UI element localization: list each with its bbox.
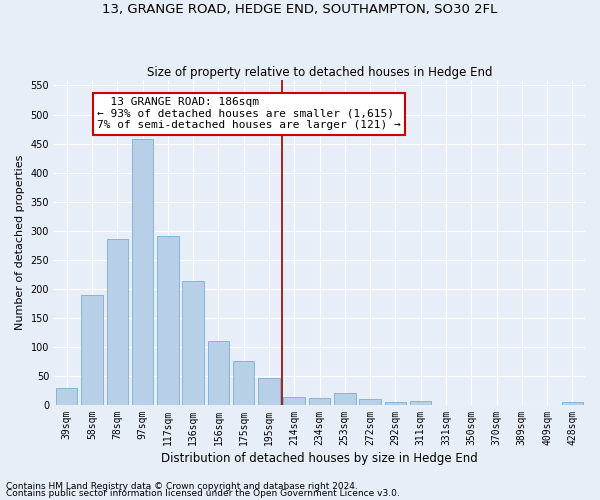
Y-axis label: Number of detached properties: Number of detached properties — [15, 154, 25, 330]
Bar — [283, 398, 305, 405]
Bar — [410, 402, 431, 405]
Bar — [258, 378, 280, 405]
Bar — [233, 362, 254, 405]
X-axis label: Distribution of detached houses by size in Hedge End: Distribution of detached houses by size … — [161, 452, 478, 465]
Bar — [208, 341, 229, 405]
Bar — [56, 388, 77, 405]
Bar — [334, 392, 356, 405]
Bar — [81, 294, 103, 405]
Bar — [182, 281, 204, 405]
Title: Size of property relative to detached houses in Hedge End: Size of property relative to detached ho… — [147, 66, 492, 78]
Bar — [309, 398, 330, 405]
Bar — [132, 139, 153, 405]
Text: Contains HM Land Registry data © Crown copyright and database right 2024.: Contains HM Land Registry data © Crown c… — [6, 482, 358, 491]
Bar — [359, 399, 381, 405]
Bar — [562, 402, 583, 405]
Bar — [107, 240, 128, 405]
Bar — [385, 402, 406, 405]
Text: 13 GRANGE ROAD: 186sqm
← 93% of detached houses are smaller (1,615)
7% of semi-d: 13 GRANGE ROAD: 186sqm ← 93% of detached… — [97, 97, 401, 130]
Text: Contains public sector information licensed under the Open Government Licence v3: Contains public sector information licen… — [6, 489, 400, 498]
Bar — [157, 236, 179, 405]
Text: 13, GRANGE ROAD, HEDGE END, SOUTHAMPTON, SO30 2FL: 13, GRANGE ROAD, HEDGE END, SOUTHAMPTON,… — [103, 2, 497, 16]
